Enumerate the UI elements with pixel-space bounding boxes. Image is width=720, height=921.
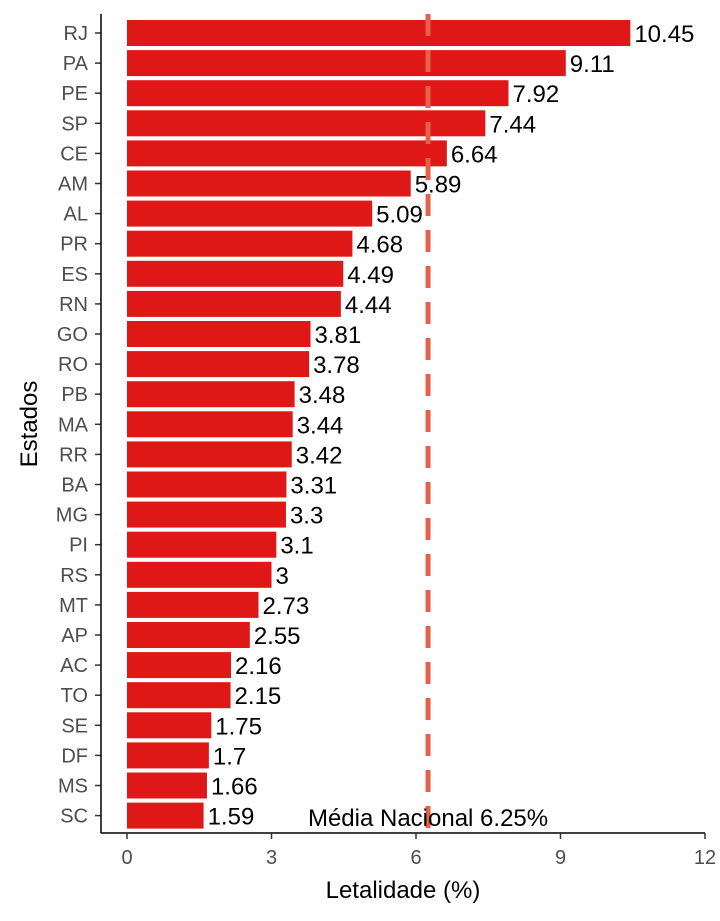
data-label-mg: 3.3 <box>290 503 323 530</box>
y-tick-label-ms: MS <box>58 776 88 798</box>
bar-df <box>127 742 209 769</box>
bar-ma <box>127 411 293 438</box>
y-tick-label-ma: MA <box>58 414 89 436</box>
data-label-ac: 2.16 <box>235 653 282 680</box>
bar-to <box>127 682 231 709</box>
bar-am <box>127 170 411 197</box>
bar-rn <box>127 290 341 317</box>
data-label-mt: 2.73 <box>262 593 309 620</box>
data-label-al: 5.09 <box>376 202 423 229</box>
y-tick-label-rj: RJ <box>64 23 88 45</box>
data-labels: 10.45 9.11 7.92 7.44 6.64 5.89 5.09 4.68 4.49 4.4… <box>208 21 695 831</box>
y-tick-label-rr: RR <box>59 444 88 466</box>
data-label-df: 1.7 <box>213 743 246 770</box>
data-label-es: 4.49 <box>347 262 394 289</box>
data-label-pi: 3.1 <box>280 533 313 560</box>
data-label-rs: 3 <box>276 563 289 590</box>
data-label-ce: 6.64 <box>451 141 498 168</box>
bar-pe <box>127 80 509 107</box>
y-tick-labels: RJ PA PE SP CE AM AL PR ES RN GO RO PB MA RR BA MG PI RS MT… <box>56 23 101 828</box>
x-tick-label-9: 9 <box>555 847 566 869</box>
data-label-ba: 3.31 <box>290 473 337 500</box>
y-tick-label-df: DF <box>61 745 88 767</box>
y-tick-label-ac: AC <box>60 655 88 677</box>
x-tick-label-12: 12 <box>694 847 716 869</box>
bar-ms <box>127 772 207 799</box>
data-label-go: 3.81 <box>315 322 362 349</box>
y-tick-label-ba: BA <box>61 475 88 497</box>
bar-ac <box>127 652 232 679</box>
y-tick-label-pr: PR <box>60 234 88 256</box>
y-tick-label-to: TO <box>61 685 88 707</box>
data-label-pe: 7.92 <box>512 81 559 108</box>
y-tick-label-es: ES <box>61 264 88 286</box>
bar-rs <box>127 561 272 588</box>
bar-se <box>127 712 212 739</box>
y-tick-label-ap: AP <box>61 625 88 647</box>
y-tick-label-se: SE <box>61 715 88 737</box>
reference-line-label: Média Nacional 6.25% <box>308 805 548 832</box>
data-label-am: 5.89 <box>415 172 462 199</box>
data-label-to: 2.15 <box>235 683 282 710</box>
data-label-pa: 9.11 <box>570 51 615 78</box>
bar-mt <box>127 591 259 618</box>
bar-rj <box>127 20 631 46</box>
y-tick-label-mg: MG <box>56 505 88 527</box>
bar-pb <box>127 381 295 408</box>
bar-es <box>127 260 344 287</box>
x-axis-title: Letalidade (%) <box>326 877 481 904</box>
bar-al <box>127 200 373 227</box>
y-tick-label-sc: SC <box>60 806 88 828</box>
y-tick-label-ro: RO <box>58 354 88 376</box>
data-label-sc: 1.59 <box>208 804 255 831</box>
bar-pr <box>127 230 353 257</box>
bar-ro <box>127 351 310 378</box>
data-label-rr: 3.42 <box>296 442 343 469</box>
data-label-rj: 10.45 <box>634 21 694 48</box>
y-tick-label-pi: PI <box>69 535 88 557</box>
y-tick-label-ce: CE <box>60 143 88 165</box>
bar-rr <box>127 441 292 468</box>
bars-group <box>127 20 631 829</box>
bar-mg <box>127 501 286 528</box>
y-tick-label-go: GO <box>57 324 88 346</box>
bar-sp <box>127 110 486 137</box>
bar-ap <box>127 622 250 648</box>
x-tick-label-3: 3 <box>266 847 277 869</box>
bar-ba <box>127 471 287 498</box>
bar-pa <box>127 50 566 77</box>
y-tick-label-pa: PA <box>63 53 89 75</box>
data-label-se: 1.75 <box>215 713 262 740</box>
y-tick-label-am: AM <box>58 174 88 196</box>
y-tick-label-pb: PB <box>61 384 88 406</box>
x-tick-label-6: 6 <box>410 847 421 869</box>
data-label-pr: 4.68 <box>356 232 403 259</box>
bar-ce <box>127 140 447 167</box>
bar-pi <box>127 531 277 558</box>
y-axis-title: Estados <box>16 381 43 468</box>
data-label-ma: 3.44 <box>297 412 344 439</box>
data-label-ap: 2.55 <box>254 623 301 650</box>
y-tick-label-al: AL <box>64 204 88 226</box>
bar-sc <box>127 802 204 829</box>
y-tick-label-mt: MT <box>59 595 88 617</box>
y-tick-label-rn: RN <box>59 294 88 316</box>
x-ticks: 0 3 6 9 12 <box>121 833 716 869</box>
x-tick-label-0: 0 <box>121 847 132 869</box>
y-tick-label-pe: PE <box>61 83 88 105</box>
data-label-ms: 1.66 <box>211 774 258 801</box>
data-label-rn: 4.44 <box>345 292 392 319</box>
y-tick-label-rs: RS <box>60 565 88 587</box>
data-label-pb: 3.48 <box>299 382 346 409</box>
data-label-ro: 3.78 <box>313 352 360 379</box>
bar-go <box>127 321 311 347</box>
data-label-sp: 7.44 <box>489 111 536 138</box>
y-tick-label-sp: SP <box>61 113 88 135</box>
